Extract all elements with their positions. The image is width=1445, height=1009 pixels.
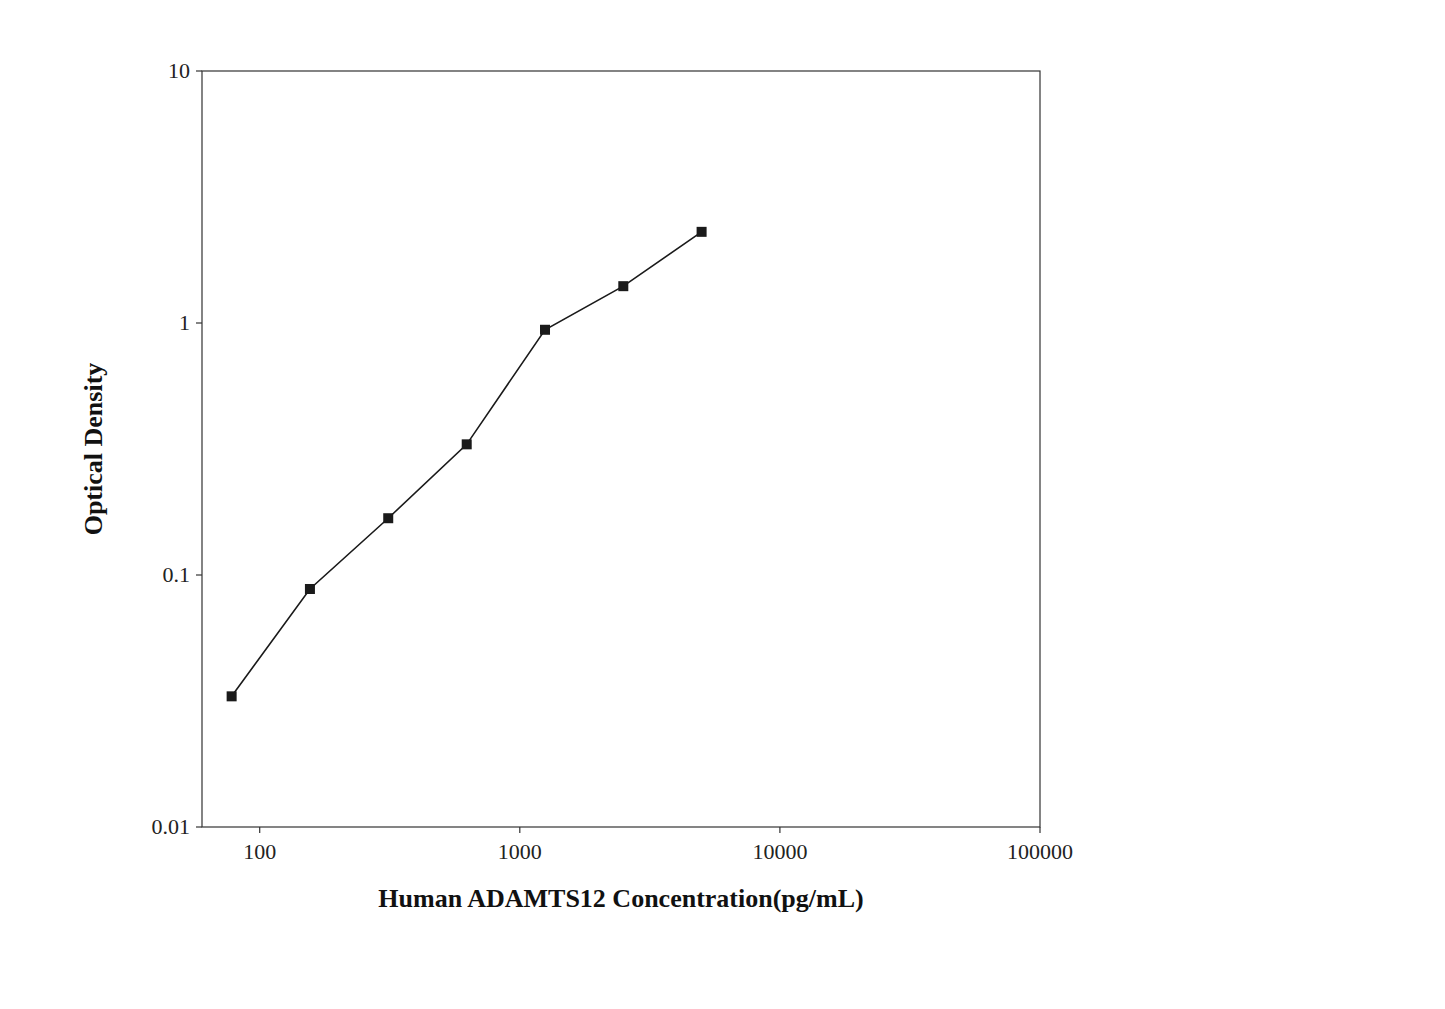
data-line [232, 232, 702, 696]
x-tick-label: 100 [243, 839, 276, 864]
y-tick-label: 1 [179, 310, 190, 335]
y-tick-label: 0.1 [163, 562, 191, 587]
y-tick [196, 70, 202, 71]
chart-container: 100 1000 10000 100000 0.01 0.1 1 10 Human ADAMTS… [0, 0, 1445, 1009]
x-tick [519, 827, 520, 833]
x-tick-label: 1000 [498, 839, 542, 864]
data-marker [383, 513, 393, 523]
y-tick-label: 0.01 [152, 814, 191, 839]
x-tick [259, 827, 260, 833]
y-tick [196, 322, 202, 323]
data-marker [697, 227, 707, 237]
data-marker [227, 691, 237, 701]
data-marker [305, 584, 315, 594]
data-marker [618, 281, 628, 291]
x-tick-label: 100000 [1007, 839, 1073, 864]
plot-frame [202, 71, 1040, 827]
x-axis-label: Human ADAMTS12 Concentration(pg/mL) [378, 884, 863, 913]
plot-area [227, 227, 707, 701]
y-tick-label: 10 [168, 58, 190, 83]
y-tick [196, 574, 202, 575]
y-axis-label: Optical Density [79, 363, 108, 536]
chart-svg: 100 1000 10000 100000 0.01 0.1 1 10 Human ADAMTS… [0, 0, 1445, 1009]
data-marker [462, 439, 472, 449]
x-tick-label: 10000 [752, 839, 807, 864]
x-tick [1039, 827, 1040, 833]
x-tick [779, 827, 780, 833]
y-tick [196, 826, 202, 827]
data-marker [540, 325, 550, 335]
